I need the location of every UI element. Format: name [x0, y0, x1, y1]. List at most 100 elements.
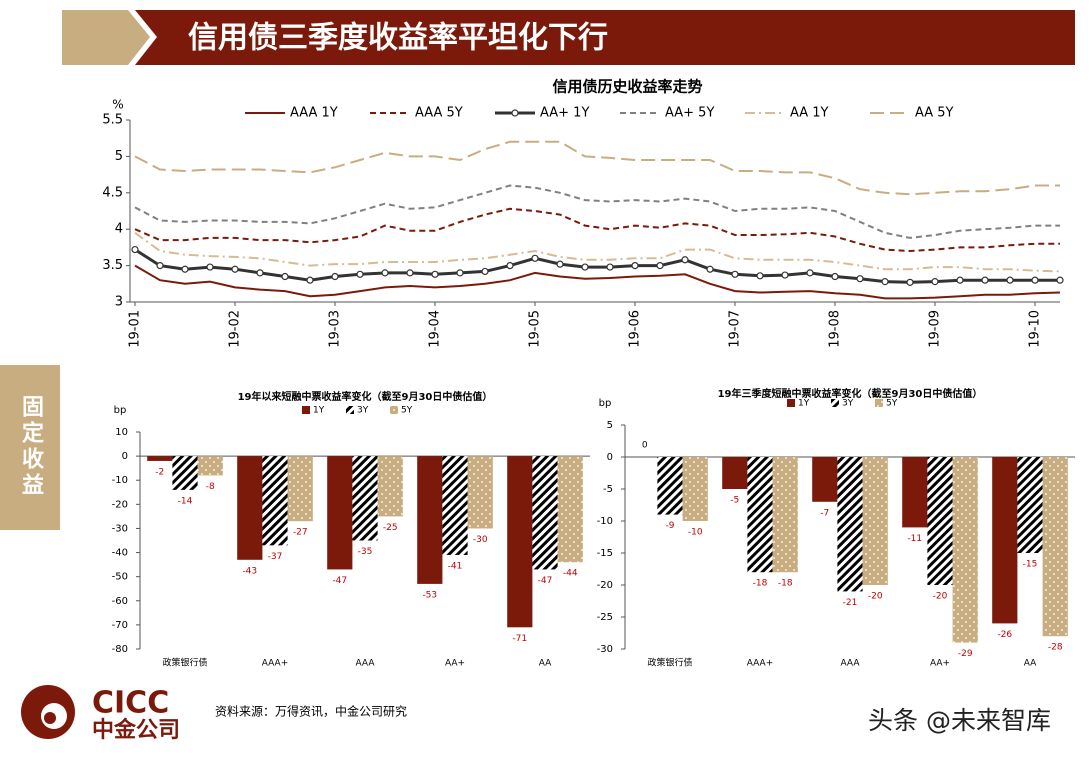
- series-line: [134, 207, 1060, 253]
- data-label: -15: [1023, 560, 1038, 570]
- y-tick-label: -10: [112, 475, 128, 486]
- series-marker: [156, 262, 164, 270]
- x-tick-label: 政策银行债: [162, 657, 207, 669]
- series-marker: [1056, 276, 1064, 284]
- data-label: -10: [688, 528, 703, 538]
- logo-text: CICC: [92, 686, 169, 721]
- series-marker: [456, 269, 464, 277]
- data-label: -41: [448, 561, 463, 571]
- y-tick-label: 4.5: [102, 185, 123, 200]
- legend-label: AAA 1Y: [290, 106, 338, 121]
- y-unit: bp: [599, 398, 612, 409]
- series-marker: [831, 272, 839, 281]
- bar: [352, 456, 378, 541]
- data-label: -37: [268, 552, 283, 562]
- header-title: 信用债三季度收益率平坦化下行: [188, 21, 608, 56]
- bar: [327, 456, 353, 570]
- series-marker: [956, 276, 964, 284]
- data-label: -27: [293, 528, 308, 538]
- y-tick-label: 5.5: [102, 113, 123, 128]
- y-tick-label: -5: [603, 484, 613, 495]
- y-tick-label: 3.5: [102, 258, 123, 273]
- y-tick-label: -30: [597, 644, 613, 655]
- series-line: [134, 248, 1060, 284]
- y-tick-label: -50: [112, 572, 128, 583]
- bar: [377, 456, 403, 517]
- bar: [722, 457, 748, 489]
- y-tick-label: 0: [122, 451, 128, 462]
- data-label: -47: [332, 576, 347, 586]
- x-tick-label: 19-02: [228, 310, 243, 348]
- x-tick-label: AAA+: [747, 659, 774, 669]
- series-marker: [981, 276, 989, 284]
- legend-label: AA+ 1Y: [540, 106, 589, 121]
- legend-label: 1Y: [798, 399, 810, 409]
- x-tick-label: AA+: [445, 659, 465, 669]
- y-unit: %: [112, 98, 123, 112]
- bar: [1017, 457, 1043, 553]
- header-banner: [135, 10, 1075, 65]
- legend-label: 5Y: [401, 406, 413, 416]
- y-tick-label: -60: [112, 596, 128, 607]
- bar: [557, 456, 583, 563]
- legend-label: 1Y: [313, 406, 325, 416]
- legend-swatch: [302, 406, 310, 414]
- bar: [507, 456, 533, 628]
- legend-swatch: [787, 399, 795, 407]
- chart-title: 19年三季度短融中票收益率变化（截至9月30日中债估值）: [718, 387, 983, 400]
- data-label: 0: [642, 441, 648, 451]
- series-marker: [731, 270, 739, 278]
- data-label: -25: [383, 523, 398, 533]
- data-label: -18: [753, 579, 768, 589]
- series-marker: [656, 262, 664, 270]
- logo-text-cn: 中金公司: [92, 717, 180, 743]
- series-marker: [931, 278, 939, 286]
- y-tick-label: 5: [607, 420, 613, 431]
- data-label: -21: [843, 598, 858, 608]
- bar: [902, 457, 928, 528]
- series-marker: [381, 269, 389, 277]
- chart-title: 19年以来短融中票收益率变化（截至9月30日中债估值）: [238, 390, 493, 403]
- bar: [952, 457, 978, 643]
- bar: [532, 456, 558, 570]
- series-marker: [806, 269, 814, 277]
- bar: [862, 457, 888, 585]
- series-marker: [331, 272, 339, 281]
- series-marker: [781, 271, 789, 279]
- data-label: -29: [958, 649, 973, 659]
- y-tick-label: 5: [115, 149, 123, 164]
- x-tick-label: 19-08: [828, 310, 843, 348]
- y-tick-label: -30: [112, 523, 128, 534]
- data-label: -14: [178, 496, 193, 506]
- x-tick-label: 19-04: [428, 310, 443, 348]
- bar: [197, 456, 223, 476]
- series-marker: [856, 275, 864, 283]
- series-marker: [556, 260, 564, 268]
- data-label: -18: [778, 579, 793, 589]
- legend-swatch: [346, 406, 354, 414]
- series-marker: [881, 278, 889, 286]
- data-label: -44: [563, 569, 578, 579]
- x-tick-label: AAA: [356, 659, 376, 669]
- bar: [657, 457, 683, 515]
- y-tick-label: -20: [112, 499, 128, 510]
- data-label: -2: [155, 467, 164, 477]
- watermark: 头条 @未来智库: [868, 706, 1051, 735]
- side-tab: [0, 365, 60, 530]
- bar: [467, 456, 493, 529]
- data-label: -71: [512, 634, 527, 644]
- series-marker: [581, 263, 589, 271]
- series-line: [134, 140, 1060, 196]
- bar: [442, 456, 468, 555]
- data-label: -28: [1048, 643, 1063, 653]
- data-label: -7: [820, 508, 829, 518]
- x-tick-label: 19-01: [128, 310, 143, 348]
- y-tick-label: 4: [115, 222, 123, 237]
- bar: [772, 457, 798, 573]
- header-accent: [62, 10, 150, 65]
- x-tick-label: AA+: [930, 659, 950, 669]
- series-marker: [506, 262, 514, 270]
- legend-swatch: [875, 399, 883, 407]
- data-label: -26: [997, 630, 1012, 640]
